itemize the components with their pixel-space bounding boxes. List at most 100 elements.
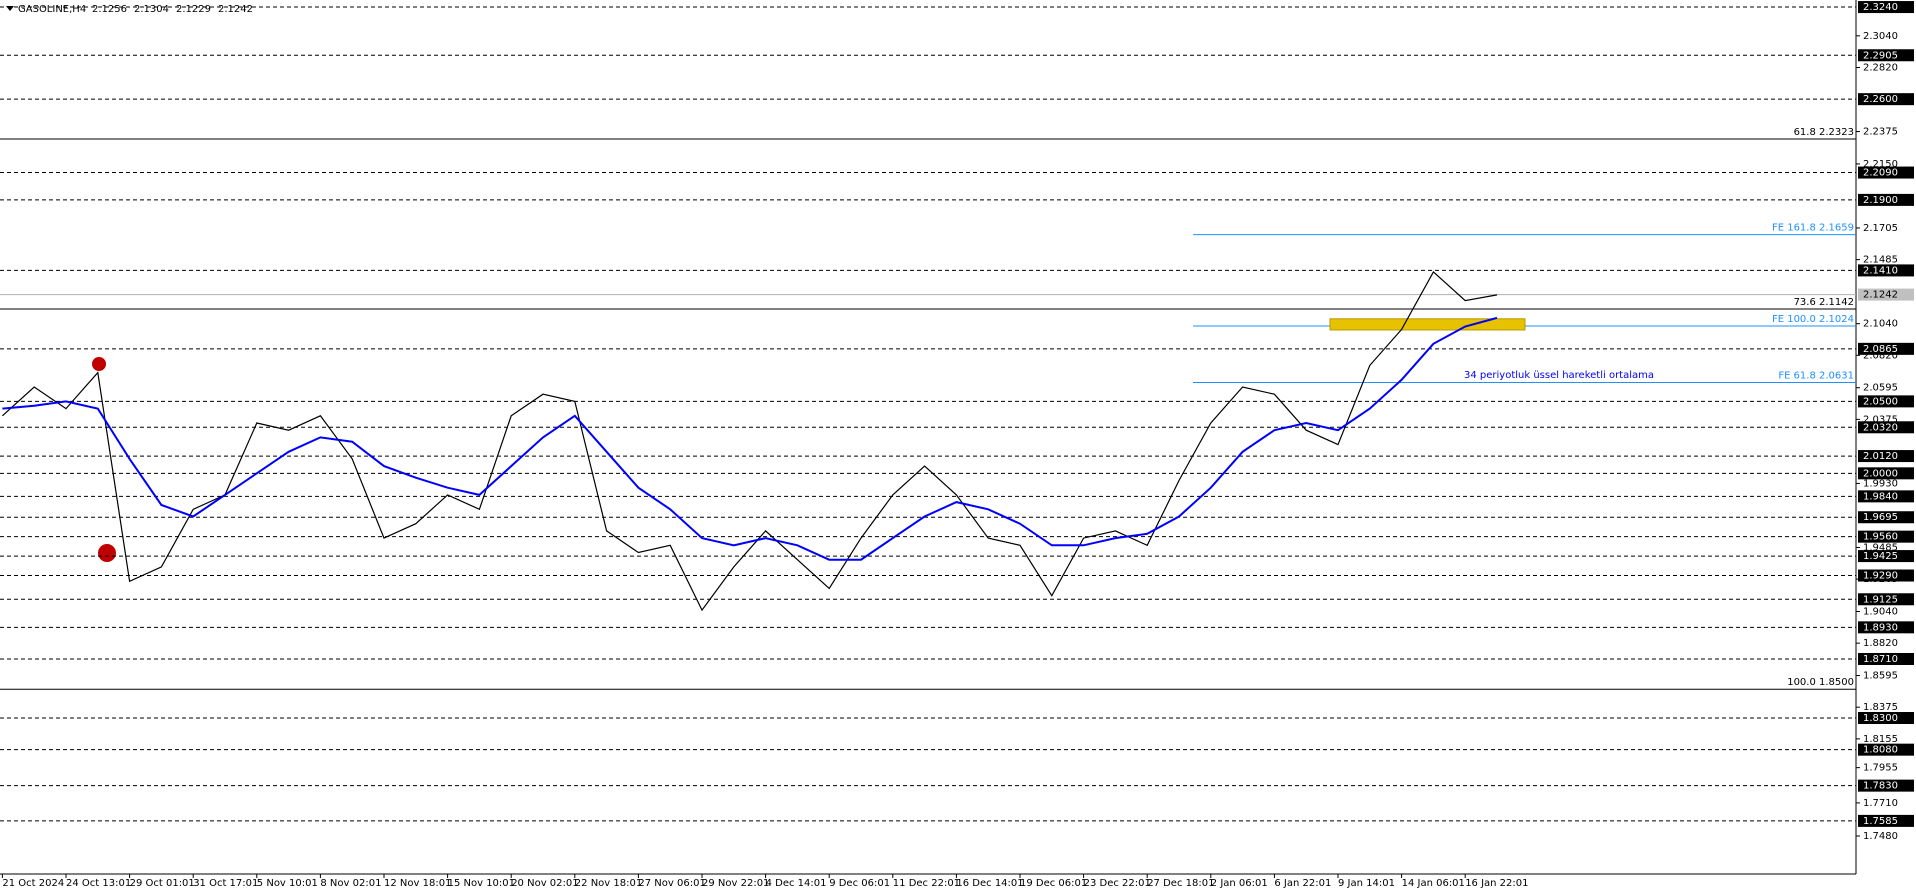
level-label: 1.9695 <box>1863 512 1898 523</box>
y-tick-label: 2.2820 <box>1863 62 1898 73</box>
level-label: 2.0120 <box>1863 451 1898 462</box>
level-label-box <box>1858 342 1914 355</box>
level-label-box <box>1858 511 1914 524</box>
level-label-box <box>1858 49 1914 62</box>
header-high: 2.1304 <box>134 4 169 15</box>
y-tick-label: 1.7480 <box>1863 831 1898 842</box>
x-tick-label: 16 Jan 22:01 <box>1465 878 1528 888</box>
level-label-box <box>1858 711 1914 724</box>
current-price-label: 2.1242 <box>1863 290 1898 301</box>
x-tick-label: 11 Dec 22:01 <box>893 878 960 888</box>
signal-dot <box>92 357 106 371</box>
level-label-box <box>1858 166 1914 179</box>
level-label-box <box>1858 530 1914 543</box>
level-label: 2.0865 <box>1863 344 1898 355</box>
level-label-box <box>1858 550 1914 563</box>
ema-annotation: 34 periyotluk üssel hareketli ortalama <box>1464 370 1654 381</box>
level-label: 1.8080 <box>1863 745 1898 756</box>
x-tick-label: 15 Nov 10:01 <box>448 878 515 888</box>
y-tick-label: 2.1705 <box>1863 223 1898 234</box>
y-tick-label: 1.8155 <box>1863 734 1898 745</box>
level-label-box <box>1858 593 1914 606</box>
level-label: 2.0500 <box>1863 396 1898 407</box>
x-tick-label: 9 Jan 14:01 <box>1338 878 1395 888</box>
level-label: 1.9840 <box>1863 491 1898 502</box>
level-label: 1.9125 <box>1863 594 1898 605</box>
x-tick-label: 21 Oct 2024 <box>2 878 64 888</box>
y-tick-label: 1.9040 <box>1863 606 1898 617</box>
y-tick-label: 1.9485 <box>1863 542 1898 553</box>
price-zone <box>1329 318 1526 331</box>
level-label: 2.1900 <box>1863 195 1898 206</box>
level-label-box <box>1858 779 1914 792</box>
x-tick-label: 27 Nov 06:01 <box>638 878 705 888</box>
header-low: 2.1229 <box>176 4 211 15</box>
level-label-box <box>1858 1 1914 14</box>
x-tick-label: 19 Dec 06:01 <box>1020 878 1087 888</box>
level-label-box <box>1858 621 1914 634</box>
x-tick-label: 29 Oct 01:01 <box>130 878 195 888</box>
level-label-box <box>1858 93 1914 106</box>
y-tick-label: 2.2375 <box>1863 127 1898 138</box>
level-label: 2.0320 <box>1863 422 1898 433</box>
fe-label: FE 161.8 2.1659 <box>1772 223 1854 234</box>
level-label-box <box>1858 652 1914 665</box>
level-label: 1.9290 <box>1863 571 1898 582</box>
x-tick-label: 20 Nov 02:01 <box>511 878 578 888</box>
signal-dot <box>98 544 116 562</box>
x-tick-label: 29 Nov 22:01 <box>702 878 769 888</box>
y-tick-label: 2.1040 <box>1863 319 1898 330</box>
x-tick-label: 5 Nov 10:01 <box>257 878 318 888</box>
level-label: 1.8930 <box>1863 622 1898 633</box>
level-label: 1.9425 <box>1863 551 1898 562</box>
y-tick-label: 1.8595 <box>1863 671 1898 682</box>
y-tick-label: 1.7710 <box>1863 798 1898 809</box>
level-label-box <box>1858 569 1914 582</box>
fibo-label: 100.0 1.8500 <box>1787 677 1854 688</box>
y-tick-label: 2.3040 <box>1863 31 1898 42</box>
ema-line <box>2 316 1498 561</box>
level-label-box <box>1858 264 1914 277</box>
level-label-box <box>1858 814 1914 827</box>
level-label-box <box>1858 490 1914 503</box>
fibo-label: 73.6 2.1142 <box>1794 297 1854 308</box>
header-close: 2.1242 <box>218 4 253 15</box>
fe-label: FE 100.0 2.1024 <box>1772 314 1854 325</box>
level-label: 2.2905 <box>1863 50 1898 61</box>
y-tick-label: 1.9930 <box>1863 478 1898 489</box>
x-tick-label: 6 Jan 22:01 <box>1274 878 1331 888</box>
level-label: 1.9560 <box>1863 532 1898 543</box>
y-tick-label: 2.0595 <box>1863 383 1898 394</box>
y-tick-label: 1.8375 <box>1863 702 1898 713</box>
level-label-box <box>1858 193 1914 206</box>
level-label: 1.8710 <box>1863 654 1898 665</box>
x-tick-label: 8 Nov 02:01 <box>320 878 381 888</box>
y-tick-label: 1.7955 <box>1863 763 1898 774</box>
x-tick-label: 24 Oct 13:01 <box>66 878 131 888</box>
current-price-box <box>1858 288 1914 301</box>
y-tick-label: 2.0375 <box>1863 414 1898 425</box>
x-tick-label: 31 Oct 17:01 <box>193 878 258 888</box>
level-label-box <box>1858 421 1914 434</box>
x-tick-label: 27 Dec 18:01 <box>1147 878 1214 888</box>
x-tick-label: 14 Jan 06:01 <box>1402 878 1465 888</box>
y-tick-label: 2.0820 <box>1863 350 1898 361</box>
level-label: 2.2600 <box>1863 94 1898 105</box>
fe-label: FE 61.8 2.0631 <box>1778 371 1854 382</box>
x-tick-label: 2 Jan 06:01 <box>1211 878 1268 888</box>
x-tick-label: 4 Dec 14:01 <box>766 878 827 888</box>
x-tick-label: 22 Nov 18:01 <box>575 878 642 888</box>
y-tick-label: 2.1485 <box>1863 255 1898 266</box>
x-tick-label: 9 Dec 06:01 <box>829 878 890 888</box>
level-label-box <box>1858 467 1914 480</box>
level-label-box <box>1858 743 1914 756</box>
x-tick-label: 16 Dec 14:01 <box>956 878 1023 888</box>
level-label: 2.2090 <box>1863 168 1898 179</box>
symbol: GASOLINE,H4 <box>18 4 86 15</box>
x-tick-label: 12 Nov 18:01 <box>384 878 451 888</box>
y-tick-label: 2.2150 <box>1863 159 1898 170</box>
level-label: 2.0000 <box>1863 468 1898 479</box>
x-tick-label: 23 Dec 22:01 <box>1084 878 1151 888</box>
